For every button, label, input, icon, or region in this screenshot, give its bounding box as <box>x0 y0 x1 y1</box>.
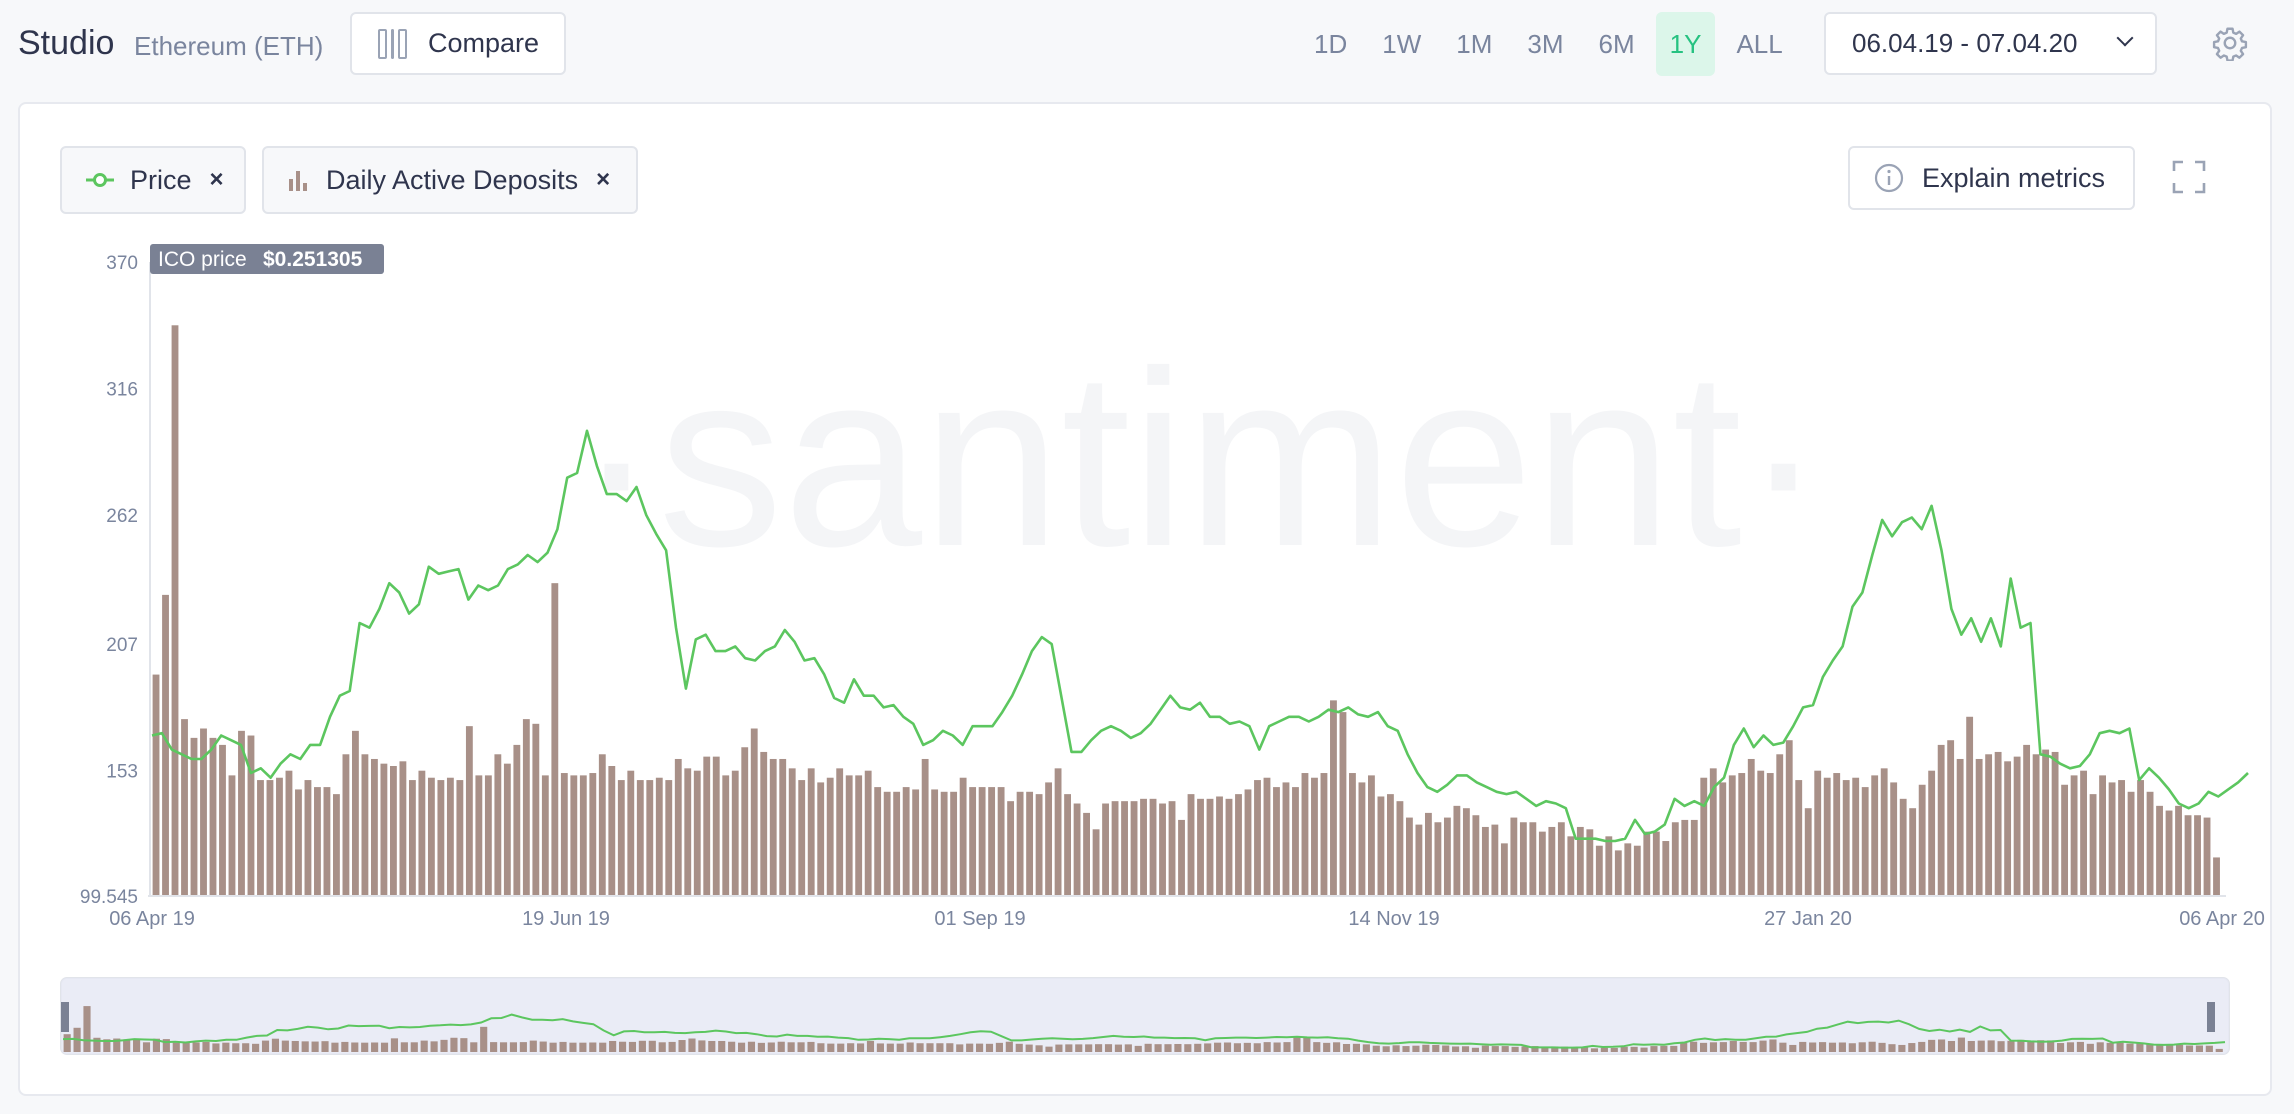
bar-chart-icon <box>289 171 307 191</box>
range-1w[interactable]: 1W <box>1382 29 1422 59</box>
range-all[interactable]: ALL <box>1736 29 1783 59</box>
chevron-down-icon <box>2116 29 2134 47</box>
metric-chip-label: Price <box>130 164 192 195</box>
explain-label: Explain metrics <box>1922 162 2106 193</box>
range-6m[interactable]: 6M <box>1598 29 1635 59</box>
compare-button[interactable]: Compare <box>350 12 566 75</box>
asset-name: Ethereum (ETH) <box>134 31 324 61</box>
metric-chip-daily-active-deposits[interactable]: Daily Active Deposits × <box>262 146 638 214</box>
page-title: Studio <box>18 24 115 62</box>
date-range-value: 06.04.19 - 07.04.20 <box>1852 28 2078 58</box>
compare-label: Compare <box>428 28 540 58</box>
metric-chip-price[interactable]: Price × <box>60 146 246 214</box>
time-range-selector: 1D 1W 1M 3M 6M 1Y ALL <box>1300 12 1804 76</box>
range-3m[interactable]: 3M <box>1527 29 1564 59</box>
top-bar: Studio Ethereum (ETH) Compare 1D 1W 1M 3… <box>0 0 2294 90</box>
close-icon[interactable]: × <box>596 166 611 193</box>
range-1m[interactable]: 1M <box>1456 29 1493 59</box>
range-1y[interactable]: 1Y <box>1655 12 1716 76</box>
gear-icon[interactable] <box>2212 25 2248 61</box>
compare-icon <box>378 28 410 59</box>
explain-metrics-button[interactable]: Explain metrics <box>1848 146 2135 210</box>
info-icon <box>1874 163 1904 193</box>
metric-chip-label: Daily Active Deposits <box>326 164 579 195</box>
chart-panel: Price × Daily Active Deposits × Explain … <box>18 102 2272 1096</box>
date-range-picker[interactable]: 06.04.19 - 07.04.20 <box>1824 12 2157 75</box>
line-dot-icon <box>86 173 114 187</box>
range-1d[interactable]: 1D <box>1314 29 1348 59</box>
close-icon[interactable]: × <box>209 166 224 193</box>
fullscreen-icon[interactable] <box>2172 160 2206 194</box>
